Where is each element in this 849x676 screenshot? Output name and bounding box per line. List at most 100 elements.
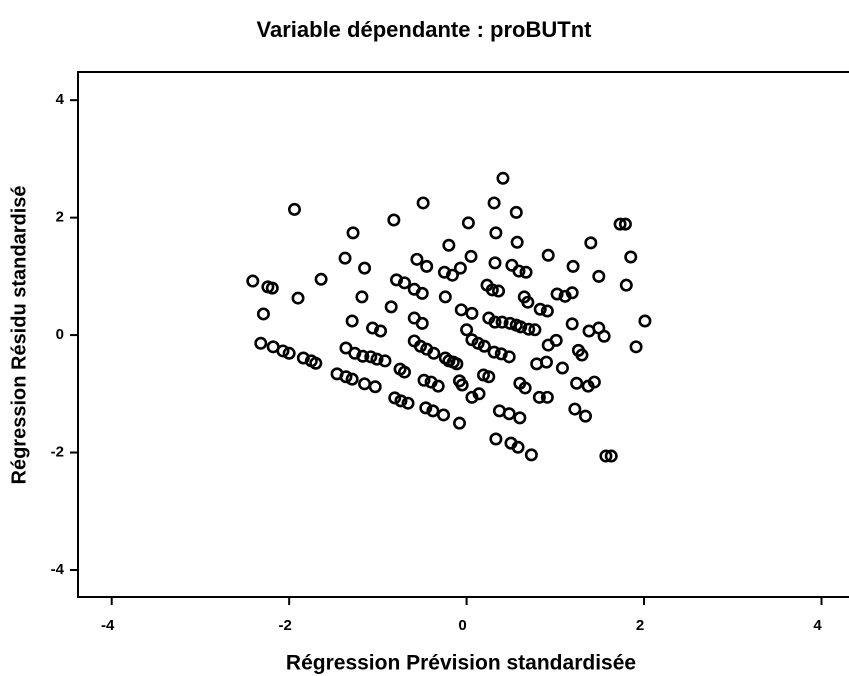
x-tick-label: 2 <box>636 617 644 634</box>
data-point <box>638 314 652 328</box>
data-point <box>445 268 459 282</box>
data-point <box>370 352 384 366</box>
data-point <box>587 375 601 389</box>
data-point <box>256 307 270 321</box>
x-tick-label: -4 <box>101 617 115 634</box>
data-point <box>485 283 499 297</box>
data-point <box>368 380 382 394</box>
data-point <box>348 346 362 360</box>
data-point <box>416 196 430 210</box>
data-point <box>518 381 532 395</box>
data-point <box>540 304 554 318</box>
data-point <box>397 365 411 379</box>
data-point <box>465 390 479 404</box>
data-point <box>597 329 611 343</box>
data-point <box>464 249 478 263</box>
data-point <box>584 236 598 250</box>
data-point <box>460 323 474 337</box>
y-axis-label: Régression Résidu standardisé <box>8 186 30 485</box>
x-tick-label: 4 <box>813 617 822 634</box>
data-point <box>437 408 451 422</box>
data-point <box>578 409 592 423</box>
data-point <box>565 286 579 300</box>
data-point <box>558 289 572 303</box>
data-point <box>496 171 510 185</box>
data-point <box>549 333 563 347</box>
data-point <box>438 290 452 304</box>
data-point <box>358 261 372 275</box>
data-point <box>291 291 305 305</box>
data-point <box>489 432 503 446</box>
data-point <box>495 315 509 329</box>
data-point <box>488 315 502 329</box>
data-point <box>388 391 402 405</box>
data-point <box>413 339 427 353</box>
y-tick-label: 2 <box>56 209 64 226</box>
x-tick-label: 0 <box>458 617 466 634</box>
data-point <box>276 344 290 358</box>
data-point <box>384 300 398 314</box>
y-tick-label: -2 <box>51 444 64 461</box>
data-point <box>246 274 260 288</box>
data-point <box>575 348 589 362</box>
data-point <box>450 357 464 371</box>
data-point <box>282 346 296 360</box>
data-point <box>570 376 584 390</box>
data-point <box>555 361 569 375</box>
data-point <box>471 336 485 350</box>
data-point <box>453 416 467 430</box>
data-point <box>378 354 392 368</box>
data-point <box>401 396 415 410</box>
data-point <box>355 290 369 304</box>
data-point <box>550 287 564 301</box>
data-point <box>455 378 469 392</box>
data-point <box>514 320 528 334</box>
data-point <box>592 269 606 283</box>
data-point <box>619 278 633 292</box>
data-point <box>346 226 360 240</box>
y-tick-label: -4 <box>51 561 65 578</box>
y-tick-label: 0 <box>56 326 64 343</box>
data-point <box>394 394 408 408</box>
chart-title: Variable dépendante : proBUTnt <box>257 17 593 42</box>
data-point <box>427 346 441 360</box>
data-point <box>397 276 411 290</box>
data-point <box>356 349 370 363</box>
data-point <box>487 196 501 210</box>
data-point <box>492 284 506 298</box>
data-point <box>265 281 279 295</box>
data-point <box>461 216 475 230</box>
data-point <box>358 377 372 391</box>
data-point <box>511 440 525 454</box>
data-point <box>522 322 536 336</box>
data-point <box>345 372 359 386</box>
y-tick-label: 4 <box>56 91 65 108</box>
data-point <box>489 226 503 240</box>
data-point <box>431 379 445 393</box>
data-point <box>309 356 323 370</box>
data-point <box>528 323 542 337</box>
data-point <box>565 317 579 331</box>
data-point <box>510 235 524 249</box>
data-point <box>502 350 516 364</box>
data-point <box>390 273 404 287</box>
data-point <box>566 259 580 273</box>
data-point <box>254 336 268 350</box>
data-point <box>533 302 547 316</box>
data-point <box>387 213 401 227</box>
data-point <box>472 387 486 401</box>
data-point <box>482 370 496 384</box>
data-point <box>509 205 523 219</box>
data-point <box>442 238 456 252</box>
data-point <box>364 350 378 364</box>
data-point <box>568 402 582 416</box>
data-point <box>374 324 388 338</box>
data-point <box>519 265 533 279</box>
data-point <box>339 370 353 384</box>
data-point <box>287 202 301 216</box>
data-point <box>366 321 380 335</box>
data-point <box>618 217 632 231</box>
data-point <box>539 355 553 369</box>
data-point <box>420 259 434 273</box>
data-point <box>437 265 451 279</box>
